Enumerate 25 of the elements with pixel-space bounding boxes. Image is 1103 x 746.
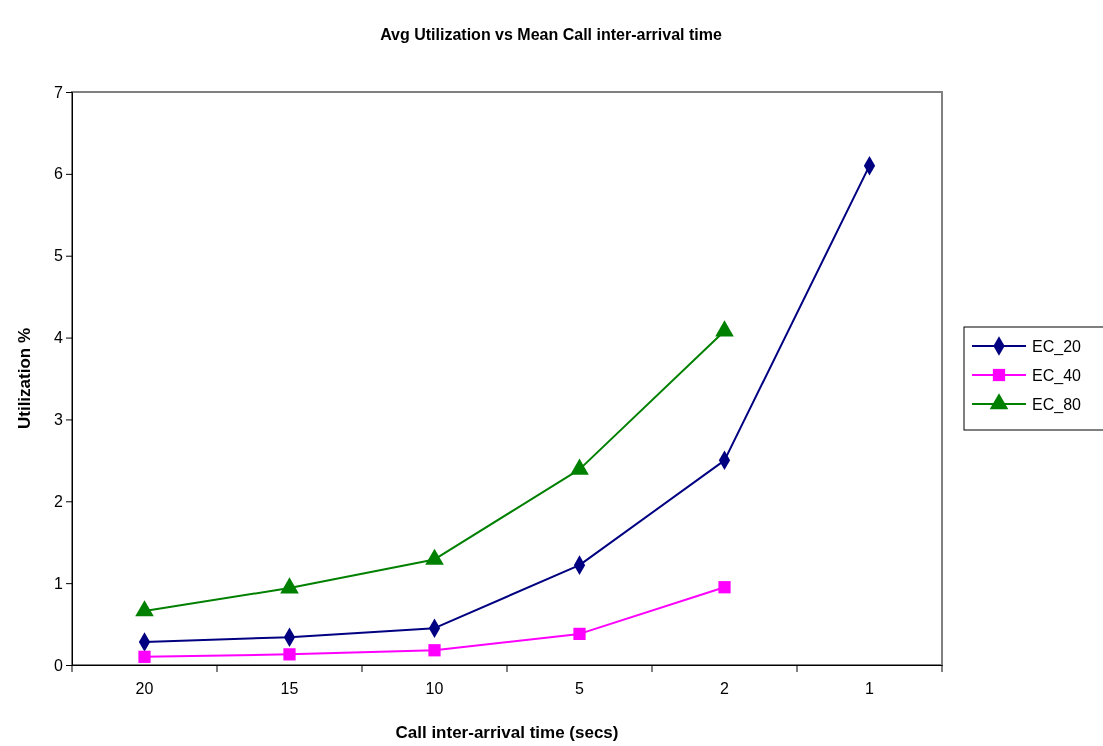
x-tick-label: 10	[425, 679, 444, 697]
point	[718, 581, 731, 594]
y-tick-label: 3	[54, 411, 64, 429]
y-tick-label: 4	[54, 329, 64, 347]
y-tick-label: 7	[54, 83, 64, 101]
x-axis-title: Call inter-arrival time (secs)	[395, 723, 619, 742]
y-tick-label: 2	[54, 492, 64, 510]
y-tick-label: 0	[54, 656, 64, 674]
x-tick-label: 15	[280, 679, 299, 697]
point	[283, 648, 296, 661]
x-tick-label: 2	[720, 679, 730, 697]
point	[138, 650, 151, 663]
point	[428, 644, 441, 657]
chart-title: Avg Utilization vs Mean Call inter-arrival time	[380, 26, 722, 43]
legend-label: EC_20	[1032, 338, 1082, 356]
y-tick-label: 6	[54, 165, 64, 183]
x-tick-label: 1	[865, 679, 875, 697]
legend-label: EC_80	[1032, 396, 1082, 414]
x-tick-label: 5	[575, 679, 585, 697]
y-tick-label: 1	[54, 574, 64, 592]
legend-label: EC_40	[1032, 367, 1082, 385]
point	[573, 627, 586, 641]
y-axis-title: Utilization %	[15, 327, 34, 430]
y-tick-label: 5	[54, 247, 64, 265]
x-tick-label: 20	[135, 679, 154, 697]
